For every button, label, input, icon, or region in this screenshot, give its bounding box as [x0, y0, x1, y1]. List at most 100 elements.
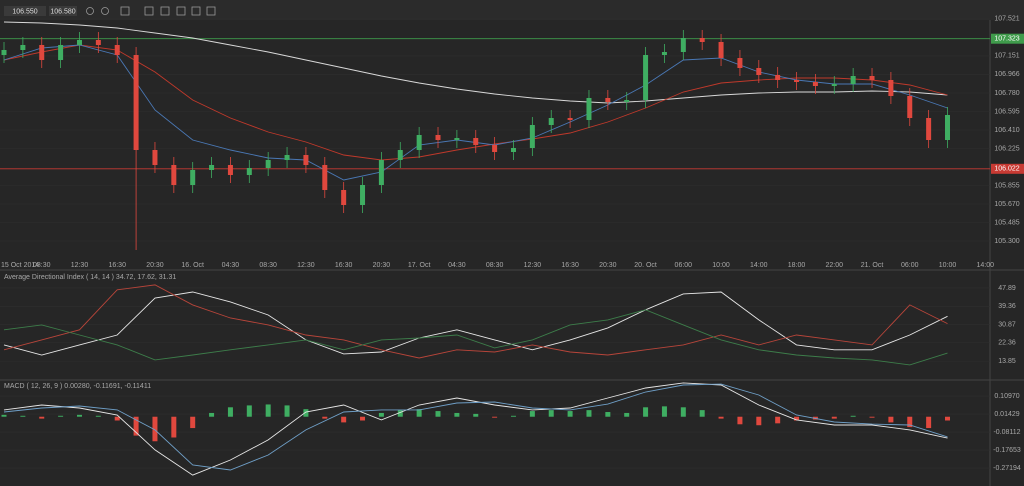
candle-body — [378, 160, 384, 185]
histogram-bar — [945, 416, 950, 421]
x-tick-label: 12:30 — [297, 262, 315, 269]
y-tick-label: 13.85 — [998, 358, 1016, 365]
candle-body — [435, 135, 441, 140]
y-tick-label: 0.10970 — [994, 393, 1019, 400]
save-icon[interactable] — [176, 6, 186, 16]
candle-body — [624, 100, 630, 102]
histogram-bar — [265, 404, 271, 417]
candle-body — [567, 118, 573, 120]
candle-body — [397, 150, 403, 160]
draw-icon[interactable] — [160, 6, 170, 16]
x-tick-label: 12:30 — [71, 262, 89, 269]
histogram-bar — [95, 415, 101, 417]
candle-body — [756, 68, 762, 75]
histogram-bar — [209, 412, 215, 417]
x-tick-label: 15 Oct 2014 — [1, 262, 39, 269]
histogram-bar — [378, 412, 384, 417]
candle-body — [737, 58, 743, 68]
candle-body — [246, 168, 252, 175]
y-tick-label: 107.151 — [994, 53, 1019, 60]
candle-body — [699, 38, 705, 42]
candle-body — [322, 165, 328, 190]
candle-body — [416, 135, 422, 150]
y-tick-label: 107.521 — [994, 16, 1019, 23]
y-tick-label: -0.27194 — [993, 465, 1021, 472]
chart-type-icon[interactable] — [120, 6, 130, 16]
x-tick-label: 16:30 — [561, 262, 579, 269]
histogram-bar — [133, 416, 139, 436]
toolbar-icons — [86, 6, 216, 16]
candle-body — [926, 118, 932, 140]
candle-body — [529, 125, 535, 148]
indicator-icon[interactable] — [144, 6, 154, 16]
y-tick-label: 105.670 — [994, 201, 1019, 208]
histogram-bar — [492, 416, 498, 418]
zoom-out-icon[interactable] — [101, 7, 109, 15]
x-tick-label: 17. Oct — [408, 262, 431, 269]
histogram-bar — [737, 416, 743, 425]
settings-icon[interactable] — [191, 6, 201, 16]
y-tick-label: -0.08112 — [993, 429, 1020, 436]
candle-body — [775, 75, 781, 80]
histogram-bar — [303, 409, 309, 417]
histogram-bar — [605, 412, 611, 417]
histogram-bar — [284, 405, 290, 417]
histogram-bar — [58, 415, 64, 417]
x-tick-label: 16. Oct — [181, 262, 204, 269]
indicator-line — [3, 291, 948, 356]
histogram-bar — [699, 410, 705, 417]
x-tick-label: 14:00 — [976, 262, 994, 269]
toolbar — [0, 0, 1024, 20]
candle-body — [586, 98, 592, 120]
x-tick-label: 20:30 — [146, 262, 164, 269]
y-tick-label: 0.01429 — [994, 411, 1019, 418]
fullscreen-icon[interactable] — [206, 6, 216, 16]
x-tick-label: 12:30 — [524, 262, 542, 269]
histogram-bar — [454, 412, 460, 417]
candle-body — [605, 98, 611, 102]
candle-body — [812, 82, 818, 86]
candle-body — [20, 45, 26, 50]
level-label-box — [991, 33, 1024, 44]
ask-box[interactable] — [49, 6, 77, 16]
candle-body — [95, 40, 101, 45]
macd-title: MACD ( 12, 26, 9 ) 0.00280, -0.11691, -0… — [4, 383, 151, 390]
histogram-bar — [718, 416, 724, 419]
histogram-bar — [227, 407, 233, 417]
histogram-bar — [473, 413, 479, 417]
y-tick-label: 106.410 — [994, 127, 1019, 134]
y-tick-label: 106.225 — [994, 145, 1019, 152]
candle-body — [643, 55, 649, 100]
histogram-bar — [907, 416, 913, 428]
candle-body — [227, 165, 233, 175]
histogram-bar — [850, 415, 856, 417]
indicator-line — [3, 284, 948, 359]
bid-box[interactable] — [4, 6, 46, 16]
candle-body — [492, 145, 498, 152]
x-tick-label: 10:00 — [712, 262, 730, 269]
x-tick-label: 08:30 — [486, 262, 504, 269]
candle-body — [190, 170, 196, 185]
histogram-bar — [756, 416, 762, 426]
y-tick-label: 22.36 — [998, 340, 1016, 347]
histogram-bar — [661, 406, 667, 417]
adx-title: Average Directional Index ( 14, 14 ) 34.… — [4, 274, 176, 281]
x-tick-label: 08:30 — [33, 262, 51, 269]
candle-body — [360, 185, 366, 205]
histogram-bar — [831, 416, 837, 419]
x-tick-label: 08:30 — [259, 262, 277, 269]
x-tick-label: 04:30 — [222, 262, 240, 269]
candle-body — [265, 160, 271, 168]
candle-body — [794, 80, 800, 82]
histogram-bar — [586, 410, 592, 417]
y-tick-label: 30.87 — [998, 321, 1016, 328]
zoom-in-icon[interactable] — [86, 7, 94, 15]
histogram-bar — [435, 411, 441, 417]
candle-body — [548, 118, 554, 125]
x-tick-label: 10:00 — [939, 262, 957, 269]
indicator-line — [3, 383, 948, 471]
histogram-bar — [794, 416, 800, 421]
histogram-bar — [341, 416, 347, 423]
candle-body — [888, 80, 894, 96]
histogram-bar — [397, 410, 403, 417]
